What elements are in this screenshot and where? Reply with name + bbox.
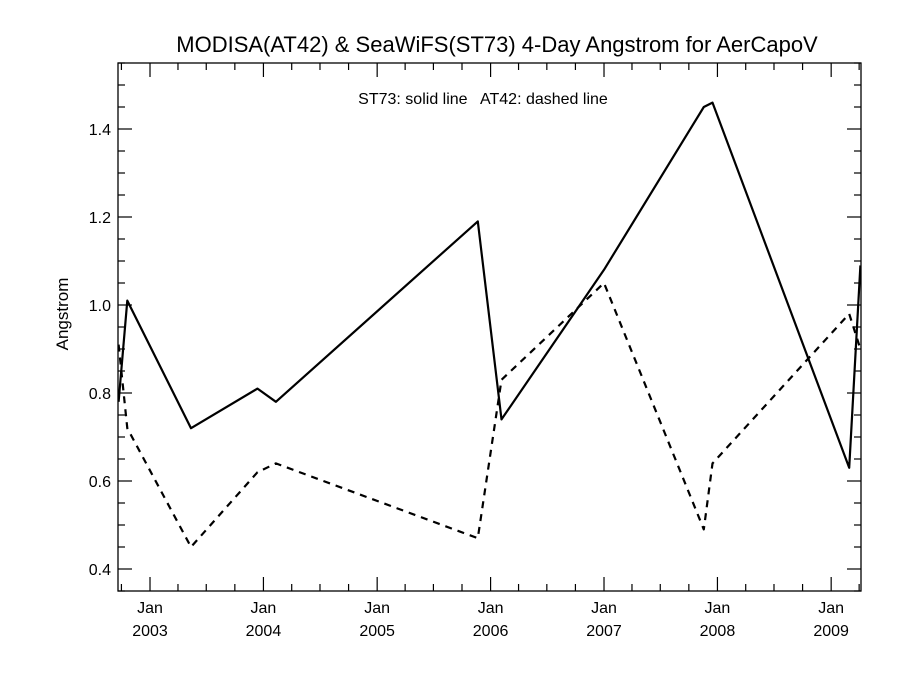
x-tick-month-label: Jan xyxy=(251,600,277,617)
series-line-at42 xyxy=(117,281,862,549)
series-layer xyxy=(117,101,862,549)
chart-title: MODISA(AT42) & SeaWiFS(ST73) 4-Day Angst… xyxy=(176,32,818,57)
x-tick-month-label: Jan xyxy=(705,600,731,617)
legend-text: ST73: solid line AT42: dashed line xyxy=(358,91,608,108)
y-tick-label: 1.2 xyxy=(89,210,111,227)
x-tick-year-label: 2006 xyxy=(473,623,509,640)
x-tick-month-label: Jan xyxy=(137,600,163,617)
y-tick-label: 0.4 xyxy=(89,562,111,579)
x-tick-year-label: 2007 xyxy=(586,623,622,640)
x-tick-year-label: 2008 xyxy=(700,623,736,640)
x-tick-year-label: 2004 xyxy=(246,623,282,640)
y-axis-label: Angstrom xyxy=(53,278,72,351)
x-tick-year-label: 2003 xyxy=(132,623,168,640)
x-tick-month-label: Jan xyxy=(364,600,390,617)
y-tick-label: 0.8 xyxy=(89,386,111,403)
x-tick-year-label: 2005 xyxy=(359,623,395,640)
y-tick-label: 1.4 xyxy=(89,122,111,139)
x-tick-month-label: Jan xyxy=(591,600,617,617)
x-tick-month-label: Jan xyxy=(478,600,504,617)
axis-ticks: 0.4 0.6 0.8 1.0 1.2 1.4 Jan 2003 Jan 2004 Jan 2005 J… xyxy=(89,62,861,640)
plot-frame xyxy=(117,62,862,592)
y-tick-label: 1.0 xyxy=(89,298,111,315)
series-line-st73 xyxy=(117,101,862,469)
y-tick-label: 0.6 xyxy=(89,474,111,491)
x-tick-year-label: 2009 xyxy=(813,623,849,640)
x-tick-month-label: Jan xyxy=(818,600,844,617)
